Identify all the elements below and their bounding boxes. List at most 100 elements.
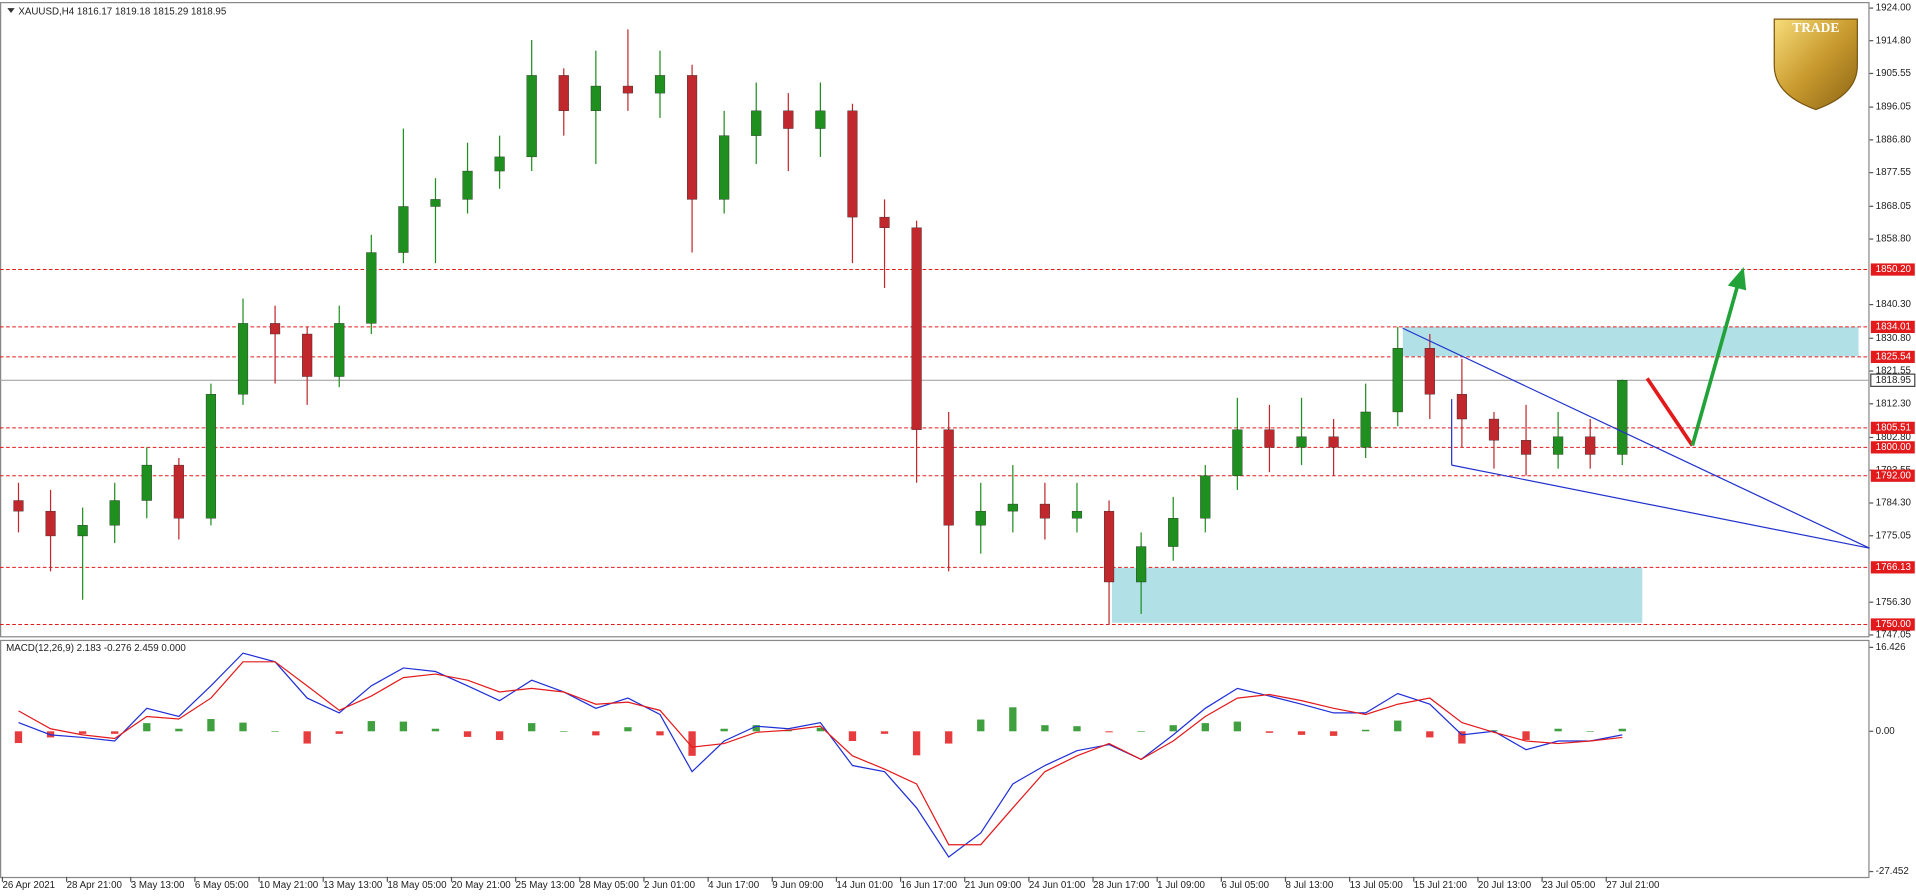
x-tick-label: 25 May 13:00 xyxy=(516,880,576,891)
trendline-upper xyxy=(1402,327,1870,549)
histogram-bar xyxy=(143,723,151,732)
level-label: 1850.20 xyxy=(1876,264,1912,275)
histogram-bar xyxy=(1009,707,1017,732)
candle-body xyxy=(1553,436,1564,455)
x-tick-label: 9 Jun 09:00 xyxy=(772,880,824,891)
y-tick-label: 1775.05 xyxy=(1876,530,1912,541)
candle-body xyxy=(1264,429,1275,448)
candle-body xyxy=(1328,436,1339,448)
histogram-bar xyxy=(592,731,600,736)
candle-body xyxy=(975,510,986,526)
y-tick-label: 1747.05 xyxy=(1876,630,1912,641)
candle-body xyxy=(45,510,56,537)
histogram-bar xyxy=(78,731,87,734)
candle-body xyxy=(13,500,24,512)
histogram-bar xyxy=(880,731,889,734)
x-tick-label: 24 Jun 01:00 xyxy=(1029,880,1086,891)
arrow-head xyxy=(1727,267,1747,291)
candle-body xyxy=(1168,518,1179,547)
candle-body xyxy=(879,216,890,228)
candle-body xyxy=(1360,411,1371,448)
y-tick-label: 1877.55 xyxy=(1876,167,1912,178)
histogram-bar xyxy=(175,728,183,732)
histogram-bar xyxy=(1233,721,1242,732)
candle-body xyxy=(366,252,377,324)
candle-body xyxy=(462,170,473,200)
x-tick-label: 28 May 05:00 xyxy=(580,880,640,891)
candle-body xyxy=(1103,510,1115,583)
x-tick-label: 13 May 13:00 xyxy=(323,880,383,891)
level-label: 1792.00 xyxy=(1876,470,1912,481)
y-tick-label: 0.00 xyxy=(1876,726,1896,737)
arrow-up xyxy=(1690,284,1740,447)
y-tick-label: 16.426 xyxy=(1876,642,1906,653)
support-zone xyxy=(1111,567,1643,623)
candle-body xyxy=(558,75,569,112)
resistance-zone xyxy=(1402,327,1859,357)
level-tag xyxy=(1870,618,1915,631)
candle-body xyxy=(1232,429,1243,476)
candle-body xyxy=(783,110,794,129)
histogram-bar xyxy=(560,731,568,732)
x-tick-label: 1 Jul 09:00 xyxy=(1157,880,1205,891)
candle-body xyxy=(109,500,120,526)
current-price-label: 1818.95 xyxy=(1876,375,1912,386)
x-tick-label: 16 Jun 17:00 xyxy=(901,880,958,891)
y-tick-label: 1812.30 xyxy=(1876,398,1912,409)
candle-body xyxy=(654,75,666,94)
candle-body xyxy=(398,206,409,253)
histogram-bar xyxy=(1329,731,1338,736)
x-tick-label: 6 May 05:00 xyxy=(195,880,249,891)
candle-body xyxy=(302,333,313,377)
histogram-bar xyxy=(1073,726,1081,732)
level-label: 1825.54 xyxy=(1876,351,1912,362)
histogram-bar xyxy=(1458,731,1466,744)
candle-body xyxy=(622,85,633,94)
trendline-lower xyxy=(1451,464,1870,549)
histogram-bar xyxy=(1618,728,1626,732)
histogram-bar xyxy=(1426,731,1434,738)
candle-body xyxy=(719,135,730,200)
x-tick-label: 15 Jul 21:00 xyxy=(1414,880,1468,891)
y-tick-label: 1858.80 xyxy=(1876,234,1912,245)
candle-body xyxy=(494,156,505,172)
y-tick-label: 1802.80 xyxy=(1876,432,1912,443)
y-tick-label: 1840.30 xyxy=(1876,299,1912,310)
x-tick-label: 14 Jun 01:00 xyxy=(836,880,893,891)
candle-body xyxy=(77,525,88,537)
y-tick-label: 1868.05 xyxy=(1876,201,1912,212)
histogram-bar xyxy=(1105,731,1113,733)
x-tick-label: 28 Jun 17:00 xyxy=(1093,880,1150,891)
y-tick-label: 1756.30 xyxy=(1876,597,1912,608)
macd-line xyxy=(18,661,1623,846)
histogram-bar xyxy=(303,731,311,744)
level-label: 1766.13 xyxy=(1876,562,1911,573)
histogram-bar xyxy=(752,725,760,732)
level-tag xyxy=(1870,350,1915,364)
histogram-bar xyxy=(720,728,728,732)
candle-body xyxy=(173,464,184,519)
y-tick-label: 1896.05 xyxy=(1876,102,1912,113)
x-tick-label: 10 May 21:00 xyxy=(259,880,319,891)
x-tick-label: 20 May 21:00 xyxy=(452,880,512,891)
candle-body xyxy=(751,110,762,136)
y-tick-label: 1914.80 xyxy=(1876,35,1912,46)
histogram-bar xyxy=(239,722,247,732)
arrow-down xyxy=(1645,377,1694,447)
histogram-bar xyxy=(399,721,408,732)
x-tick-label: 2 Jun 01:00 xyxy=(644,880,696,891)
candle-body xyxy=(1071,510,1083,519)
candle-body xyxy=(205,394,217,519)
x-tick-label: 18 May 05:00 xyxy=(387,880,447,891)
candle-body xyxy=(237,323,249,395)
y-tick-label: 1924.00 xyxy=(1876,3,1912,14)
histogram-bar xyxy=(495,731,504,740)
logo xyxy=(1773,18,1858,111)
x-tick-label: 13 Jul 05:00 xyxy=(1350,880,1404,891)
level-tag xyxy=(1870,469,1915,482)
macd-panel xyxy=(0,639,1870,879)
y-tick-label: 1905.55 xyxy=(1876,68,1912,79)
menu-arrow xyxy=(7,8,15,13)
candle-body xyxy=(1296,436,1307,448)
